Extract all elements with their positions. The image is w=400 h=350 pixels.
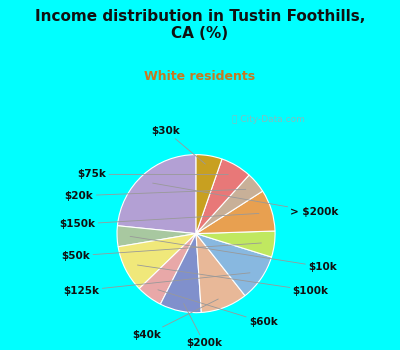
Wedge shape (196, 191, 275, 234)
Text: $30k: $30k (152, 126, 205, 164)
Text: $75k: $75k (77, 169, 228, 179)
Wedge shape (160, 234, 201, 313)
Text: $150k: $150k (60, 214, 259, 229)
Wedge shape (196, 231, 275, 257)
Wedge shape (196, 234, 245, 313)
Wedge shape (196, 234, 272, 296)
Text: > $200k: > $200k (153, 183, 339, 217)
Text: $125k: $125k (64, 273, 250, 295)
Wedge shape (117, 226, 196, 247)
Text: White residents: White residents (144, 70, 256, 83)
Wedge shape (118, 234, 196, 288)
Text: $50k: $50k (62, 243, 262, 261)
Text: $200k: $200k (184, 303, 222, 348)
Wedge shape (118, 155, 196, 234)
Text: $100k: $100k (138, 265, 329, 295)
Wedge shape (196, 159, 249, 234)
Text: Ⓢ City-Data.com: Ⓢ City-Data.com (232, 115, 305, 124)
Text: $10k: $10k (130, 236, 337, 272)
Wedge shape (196, 155, 222, 234)
Wedge shape (196, 175, 263, 234)
Text: $40k: $40k (133, 299, 218, 340)
Text: $20k: $20k (65, 189, 246, 201)
Wedge shape (139, 234, 196, 304)
Text: Income distribution in Tustin Foothills,
CA (%): Income distribution in Tustin Foothills,… (35, 9, 365, 41)
Text: $60k: $60k (158, 290, 278, 327)
